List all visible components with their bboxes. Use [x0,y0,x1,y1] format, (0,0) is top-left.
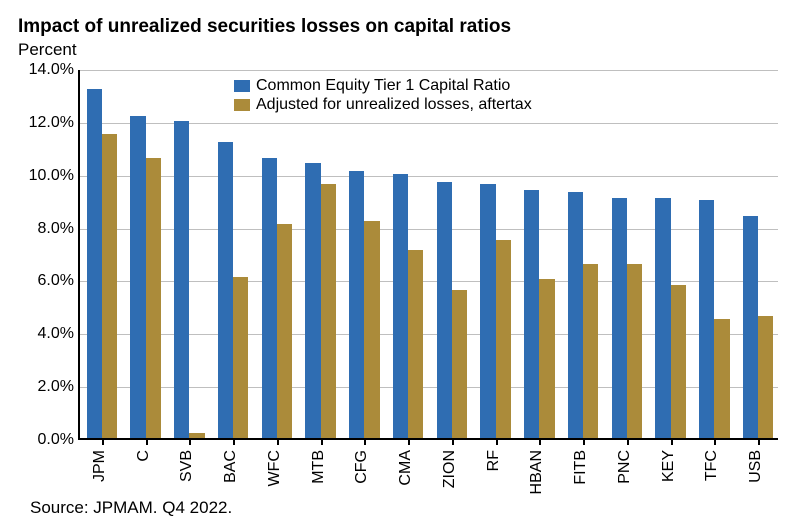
x-tick-label: PNC [616,450,634,484]
x-tick-label: CMA [397,450,415,486]
x-tick-label: CFG [353,450,371,484]
bar [743,216,758,438]
x-tick-label: BAC [222,450,240,483]
x-tick-mark [233,438,235,445]
bar [218,142,233,438]
bar [393,174,408,438]
chart-subtitle: Percent [18,40,77,60]
y-tick-label: 4.0% [14,325,74,343]
y-tick-label: 10.0% [14,167,74,185]
bar [496,240,511,438]
bar [233,277,248,438]
bar [612,198,627,439]
x-tick-label: JPM [91,450,109,482]
legend-swatch [234,80,250,92]
bar [262,158,277,438]
x-tick-label: USB [747,450,765,483]
bar [524,190,539,438]
bar [437,182,452,438]
x-tick-label: C [135,450,153,462]
x-tick-label: MTB [310,450,328,484]
x-tick-mark [671,438,673,445]
bar [364,221,379,438]
x-tick-mark [146,438,148,445]
y-tick-label: 0.0% [14,431,74,449]
x-tick-mark [714,438,716,445]
x-tick-label: RF [485,450,503,471]
bar [87,89,102,438]
legend-item: Adjusted for unrealized losses, aftertax [234,95,532,114]
x-tick-label: ZION [441,450,459,488]
plot-area: Common Equity Tier 1 Capital RatioAdjust… [78,70,778,440]
bar [321,184,336,438]
y-tick-label: 12.0% [14,114,74,132]
bar [758,316,773,438]
legend-item: Common Equity Tier 1 Capital Ratio [234,76,532,95]
x-tick-mark [758,438,760,445]
bar [452,290,467,438]
y-tick-label: 14.0% [14,61,74,79]
bar [277,224,292,438]
bar [480,184,495,438]
y-tick-label: 8.0% [14,220,74,238]
bar [146,158,161,438]
x-tick-label: WFC [266,450,284,486]
bar [189,433,204,438]
x-tick-mark [452,438,454,445]
bar [671,285,686,438]
chart-source: Source: JPMAM. Q4 2022. [30,498,232,518]
bar [714,319,729,438]
chart-container: Impact of unrealized securities losses o… [0,0,800,526]
y-tick-label: 2.0% [14,378,74,396]
x-tick-mark [496,438,498,445]
bar [349,171,364,438]
bar [102,134,117,438]
bar [655,198,670,439]
bar [627,264,642,438]
x-tick-mark [539,438,541,445]
x-tick-label: KEY [660,450,678,482]
bar [583,264,598,438]
bar [408,250,423,438]
legend-label: Adjusted for unrealized losses, aftertax [256,95,532,114]
bar [305,163,320,438]
bar [699,200,714,438]
x-tick-mark [627,438,629,445]
bar [130,116,145,438]
x-tick-mark [321,438,323,445]
bar [174,121,189,438]
x-tick-mark [583,438,585,445]
x-tick-mark [364,438,366,445]
x-tick-label: SVB [178,450,196,482]
x-tick-mark [408,438,410,445]
x-tick-mark [277,438,279,445]
y-tick-label: 6.0% [14,272,74,290]
x-tick-mark [189,438,191,445]
x-tick-label: FITB [572,450,590,485]
chart-title: Impact of unrealized securities losses o… [18,16,511,38]
legend-label: Common Equity Tier 1 Capital Ratio [256,76,510,95]
bar [568,192,583,438]
legend: Common Equity Tier 1 Capital RatioAdjust… [234,76,532,114]
bar [539,279,554,438]
x-tick-label: HBAN [528,450,546,494]
grid-line [80,70,778,71]
x-tick-mark [102,438,104,445]
legend-swatch [234,99,250,111]
x-tick-label: TFC [703,450,721,481]
